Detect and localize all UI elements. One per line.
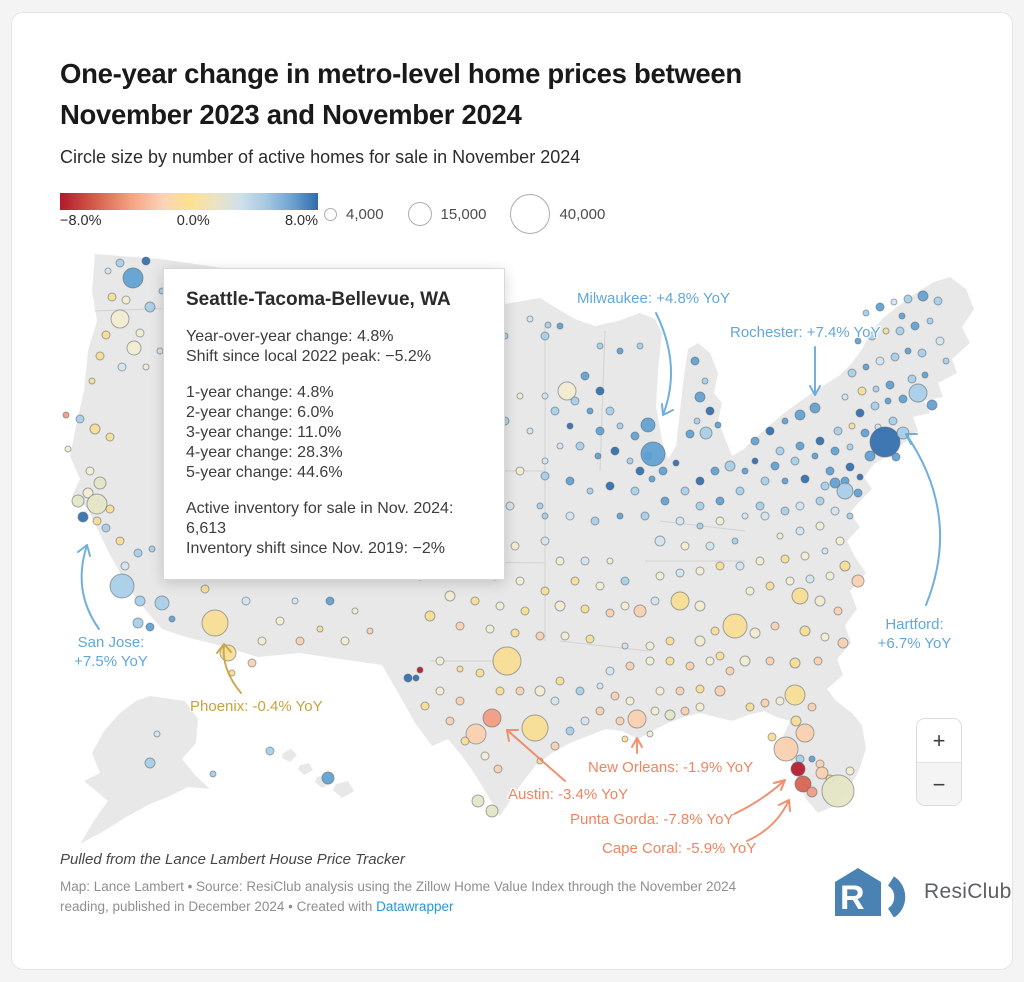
title-line-1: One-year change in metro-level home pric… [60, 58, 742, 89]
size-legend-item: 15,000 [407, 202, 487, 226]
tooltip-title: Seattle-Tacoma-Bellevue, WA [186, 289, 451, 310]
page-subtitle: Circle size by number of active homes fo… [60, 147, 581, 167]
us-map-svg[interactable] [12, 13, 1012, 969]
tooltip-3yr: 3-year change: 11.0% [186, 424, 342, 441]
tooltip-inventory-shift: Inventory shift since Nov. 2019: −2% [186, 540, 445, 557]
resiclub-brand: R ResiClub [834, 867, 1012, 917]
tooltip-2yr: 2-year change: 6.0% [186, 404, 334, 421]
tooltip-peak-shift: Shift since local 2022 peak: −5.2% [186, 348, 432, 365]
byline: Map: Lance Lambert • Source: ResiClub an… [60, 877, 770, 917]
tooltip-yoy-change: Year-over-year change: 4.8% [186, 328, 394, 345]
size-legend-label: 40,000 [559, 205, 606, 223]
size-legend-circle [324, 207, 337, 221]
svg-text:R: R [840, 879, 865, 917]
size-legend-label: 4,000 [346, 205, 384, 223]
metro-tooltip: Seattle-Tacoma-Bellevue, WA Year-over-ye… [163, 268, 505, 580]
tooltip-inventory: Active inventory for sale in Nov. 2024: … [186, 500, 454, 537]
size-legend-item: 40,000 [510, 194, 605, 234]
chart-card: One-year change in metro-level home pric… [11, 12, 1013, 970]
size-legend-label: 15,000 [440, 205, 487, 223]
color-legend-max: 8.0% [284, 213, 318, 229]
color-legend-labels: −8.0% 0.0% 8.0% [60, 213, 318, 229]
color-legend-mid: 0.0% [176, 213, 210, 229]
color-legend-min: −8.0% [60, 213, 102, 229]
datawrapper-link[interactable]: Datawrapper [376, 899, 454, 914]
byline-text: Map: Lance Lambert • Source: ResiClub an… [60, 879, 737, 914]
size-legend: 4,000 15,000 40,000 [300, 189, 605, 239]
zoom-out-button[interactable]: − [917, 762, 961, 805]
tracker-note: Pulled from the Lance Lambert House Pric… [60, 851, 405, 868]
resiclub-logo-icon: R [835, 868, 906, 917]
color-legend-gradient [60, 193, 318, 210]
size-legend-item: 4,000 [324, 206, 384, 223]
tooltip-4yr: 4-year change: 28.3% [186, 444, 343, 461]
annotation-arrows [77, 312, 941, 842]
title-line-2: November 2023 and November 2024 [60, 99, 522, 130]
page-title: One-year change in metro-level home pric… [60, 53, 742, 135]
tooltip-5yr: 5-year change: 44.6% [186, 464, 343, 481]
map-zoom-control: + − [916, 718, 962, 806]
resiclub-brand-name: ResiClub [924, 880, 1012, 903]
size-legend-circle [407, 202, 432, 226]
zoom-in-button[interactable]: + [917, 719, 961, 762]
size-legend-circle [510, 194, 551, 234]
tooltip-1yr: 1-year change: 4.8% [186, 384, 334, 401]
